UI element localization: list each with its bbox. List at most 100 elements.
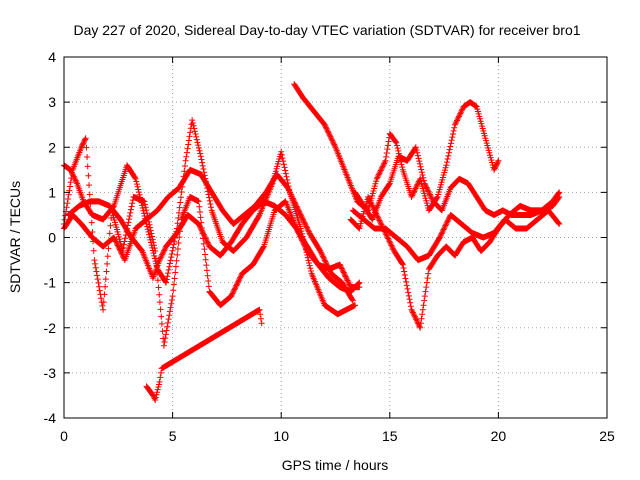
plus-marker — [420, 177, 427, 184]
plus-marker — [284, 176, 291, 183]
plus-marker — [92, 260, 99, 267]
plus-marker — [257, 315, 264, 322]
y-tick-label: -4 — [44, 410, 57, 426]
plus-marker — [184, 145, 191, 152]
plus-marker — [152, 394, 159, 401]
plus-marker — [307, 265, 314, 272]
plus-marker — [439, 229, 446, 236]
plus-marker — [207, 201, 214, 208]
plus-marker — [230, 289, 237, 296]
plus-marker — [154, 386, 161, 393]
plus-marker — [453, 117, 460, 124]
plus-marker — [445, 152, 452, 159]
plus-marker — [491, 165, 498, 172]
plus-marker — [175, 240, 182, 247]
plus-marker — [412, 185, 419, 192]
plus-marker — [421, 293, 428, 300]
plus-marker — [445, 217, 452, 224]
plus-marker — [96, 287, 103, 294]
plus-marker — [301, 219, 308, 226]
plus-marker — [342, 273, 349, 280]
plus-marker — [237, 274, 244, 281]
plus-marker — [288, 192, 295, 199]
plus-marker — [164, 273, 171, 280]
plus-marker — [110, 234, 117, 241]
plus-marker — [174, 251, 181, 258]
series-F — [347, 189, 563, 331]
plus-marker — [375, 173, 382, 180]
plus-marker — [158, 369, 165, 376]
plus-marker — [425, 270, 432, 277]
plus-marker — [146, 221, 153, 228]
plus-marker — [444, 218, 451, 225]
plus-marker — [155, 381, 162, 388]
x-tick-label: 10 — [273, 428, 289, 444]
plus-marker — [204, 272, 211, 279]
plus-marker — [424, 187, 431, 194]
plus-marker — [159, 328, 166, 335]
plus-marker — [492, 162, 499, 169]
plus-marker — [159, 250, 166, 257]
plus-marker — [95, 279, 102, 286]
plus-marker — [379, 163, 386, 170]
plus-marker — [144, 212, 151, 219]
plus-marker — [330, 140, 337, 147]
plus-marker — [381, 159, 388, 166]
plus-marker — [102, 276, 109, 283]
plus-marker — [132, 174, 139, 181]
plus-marker — [145, 218, 152, 225]
plus-marker — [404, 285, 411, 292]
plus-marker — [167, 304, 174, 311]
plus-marker — [403, 278, 410, 285]
plus-marker — [449, 131, 456, 138]
plus-marker — [195, 198, 202, 205]
plus-marker — [100, 306, 107, 313]
plus-marker — [255, 213, 262, 220]
plus-marker — [170, 281, 177, 288]
plus-marker — [170, 287, 177, 294]
plus-marker — [229, 290, 236, 297]
plus-marker — [440, 226, 447, 233]
plus-marker — [349, 297, 356, 304]
plus-marker — [406, 296, 413, 303]
plus-marker — [86, 191, 93, 198]
plus-marker — [190, 122, 197, 129]
plus-marker — [232, 283, 239, 290]
plus-marker — [326, 132, 333, 139]
plus-marker — [331, 142, 338, 149]
plus-marker — [104, 253, 111, 260]
plus-marker — [172, 269, 179, 276]
plus-marker — [157, 254, 164, 261]
plus-marker — [447, 140, 454, 147]
plus-marker — [295, 207, 302, 214]
plus-marker — [405, 289, 412, 296]
plus-marker — [392, 138, 399, 145]
plus-marker — [100, 299, 107, 306]
x-tick-labels: 0 5 10 15 20 25 — [60, 428, 615, 444]
plus-marker — [169, 293, 176, 300]
plus-marker — [291, 198, 298, 205]
plus-marker — [495, 157, 502, 164]
plus-marker — [459, 106, 466, 113]
plus-marker — [202, 251, 209, 258]
plus-marker — [317, 248, 324, 255]
plus-marker — [321, 256, 328, 263]
plus-marker — [279, 155, 286, 162]
y-tick-label: -3 — [44, 365, 57, 381]
plus-marker — [384, 142, 391, 149]
plus-marker — [426, 190, 433, 197]
plus-marker — [386, 238, 393, 245]
plus-marker — [178, 189, 185, 196]
plus-marker — [189, 119, 196, 126]
y-tick-label: -2 — [44, 320, 57, 336]
plus-marker — [191, 128, 198, 135]
plus-marker — [302, 222, 309, 229]
plus-marker — [319, 252, 326, 259]
plus-marker — [170, 244, 177, 251]
y-tick-label: 1 — [48, 184, 56, 200]
plus-marker — [281, 164, 288, 171]
plus-marker — [294, 204, 301, 211]
plus-marker — [99, 302, 106, 309]
plus-marker — [103, 268, 110, 275]
plus-marker — [256, 306, 263, 313]
